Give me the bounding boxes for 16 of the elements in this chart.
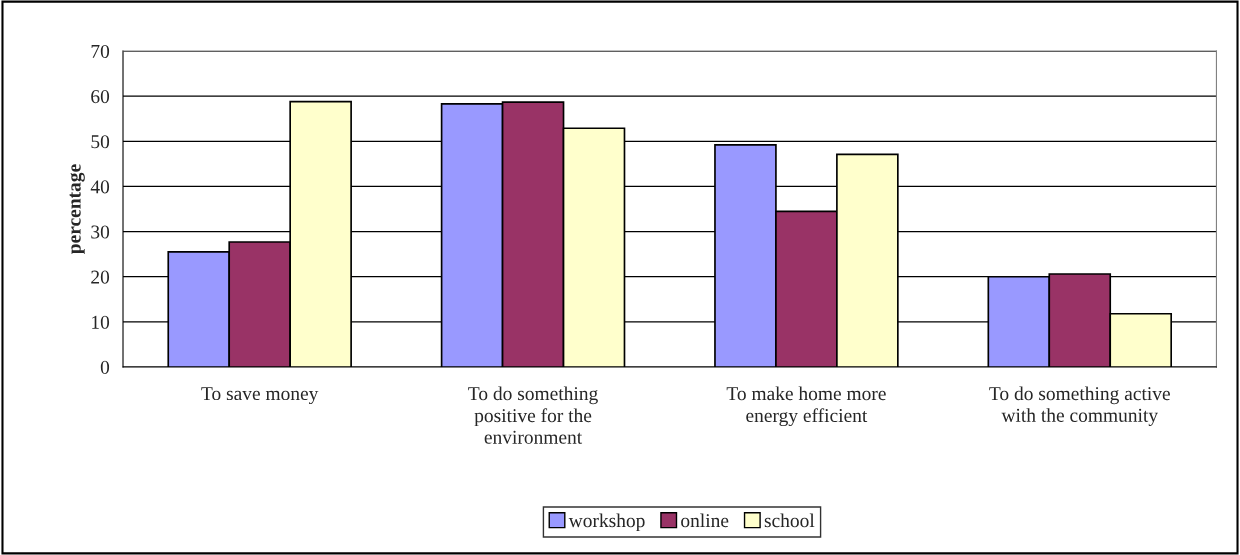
x-tick-label: To save money: [201, 387, 319, 405]
legend-label: school: [764, 513, 815, 528]
x-tick-label: To do something active with the community: [989, 386, 1170, 426]
x-tick-label: To make home more energy efficient: [726, 386, 886, 427]
y-tick-label: 40: [90, 180, 110, 194]
y-tick-label: 50: [91, 135, 110, 149]
y-tick-label: 10: [92, 315, 110, 329]
y-tick-label: 0: [100, 360, 110, 374]
y-tick-label: 70: [91, 44, 110, 58]
legend-label: online: [681, 513, 729, 528]
legend-label: workshop: [568, 513, 645, 532]
x-tick-label: To do something positive for the environment: [468, 386, 598, 444]
y-tick-label: 30: [91, 225, 110, 239]
y-tick-label: 20: [91, 270, 110, 284]
y-axis-title: percentage: [69, 164, 85, 254]
y-tick-label: 60: [91, 90, 110, 104]
